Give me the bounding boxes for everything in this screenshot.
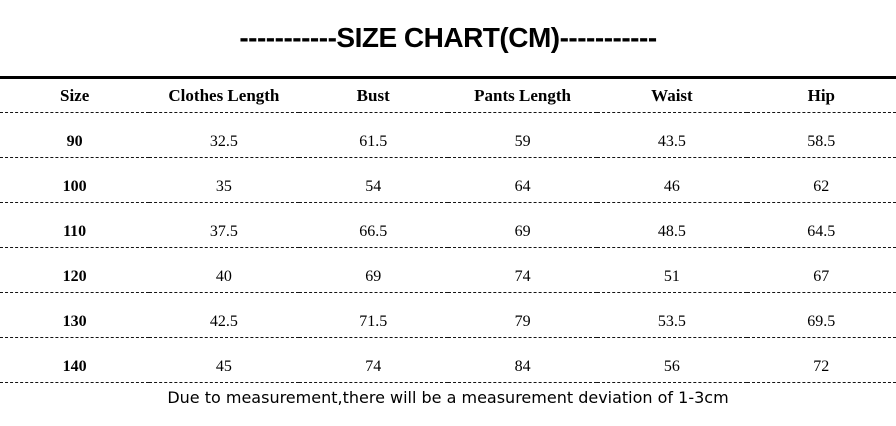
- cell-clothes-length: 42.5: [149, 292, 299, 338]
- table-row: 100 35 54 64 46 62: [0, 157, 896, 203]
- cell-clothes-length: 32.5: [149, 112, 299, 158]
- cell-pants-length: 84: [447, 337, 598, 383]
- table-row: 130 42.5 71.5 79 53.5 69.5: [0, 292, 896, 338]
- cell-hip: 69.5: [746, 292, 896, 338]
- table-row: 140 45 74 84 56 72: [0, 337, 896, 383]
- size-chart-table: Size Clothes Length Bust Pants Length Wa…: [0, 76, 896, 383]
- cell-bust: 66.5: [298, 202, 448, 248]
- cell-hip: 64.5: [746, 202, 896, 248]
- cell-size: 90: [0, 112, 150, 158]
- column-header-pants-length: Pants Length: [447, 77, 598, 113]
- cell-waist: 43.5: [597, 112, 747, 158]
- column-header-waist: Waist: [597, 77, 747, 113]
- cell-hip: 62: [746, 157, 896, 203]
- cell-hip: 58.5: [746, 112, 896, 158]
- column-header-size: Size: [0, 77, 150, 113]
- cell-size: 100: [0, 157, 150, 203]
- cell-bust: 69: [298, 247, 448, 293]
- cell-clothes-length: 40: [149, 247, 299, 293]
- table-header-row: Size Clothes Length Bust Pants Length Wa…: [0, 77, 896, 113]
- cell-clothes-length: 37.5: [149, 202, 299, 248]
- cell-bust: 54: [298, 157, 448, 203]
- cell-waist: 51: [597, 247, 747, 293]
- cell-waist: 56: [597, 337, 747, 383]
- cell-pants-length: 74: [447, 247, 598, 293]
- table-row: 110 37.5 66.5 69 48.5 64.5: [0, 202, 896, 248]
- cell-clothes-length: 45: [149, 337, 299, 383]
- cell-waist: 46: [597, 157, 747, 203]
- column-header-hip: Hip: [746, 77, 896, 113]
- cell-bust: 74: [298, 337, 448, 383]
- cell-pants-length: 59: [447, 112, 598, 158]
- footer-note: Due to measurement,there will be a measu…: [167, 388, 729, 407]
- page-title: -----------SIZE CHART(CM)-----------: [239, 22, 657, 53]
- table-row: 120 40 69 74 51 67: [0, 247, 896, 293]
- cell-pants-length: 64: [447, 157, 598, 203]
- cell-bust: 71.5: [298, 292, 448, 338]
- cell-size: 130: [0, 292, 150, 338]
- cell-waist: 48.5: [597, 202, 747, 248]
- cell-waist: 53.5: [597, 292, 747, 338]
- table-row: 90 32.5 61.5 59 43.5 58.5: [0, 112, 896, 158]
- column-header-bust: Bust: [298, 77, 448, 113]
- cell-hip: 72: [746, 337, 896, 383]
- cell-clothes-length: 35: [149, 157, 299, 203]
- cell-pants-length: 79: [447, 292, 598, 338]
- cell-size: 120: [0, 247, 150, 293]
- column-header-clothes-length: Clothes Length: [149, 77, 299, 113]
- cell-hip: 67: [746, 247, 896, 293]
- cell-pants-length: 69: [447, 202, 598, 248]
- cell-size: 110: [0, 202, 150, 248]
- cell-bust: 61.5: [298, 112, 448, 158]
- cell-size: 140: [0, 337, 150, 383]
